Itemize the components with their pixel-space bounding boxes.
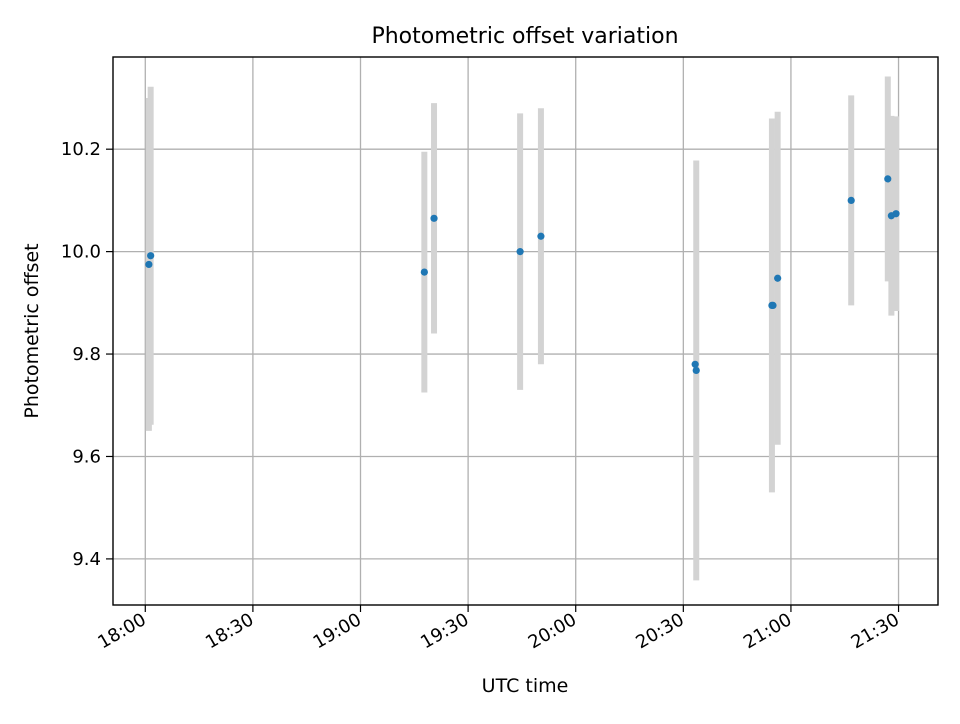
data-point <box>420 268 428 276</box>
data-point <box>847 196 855 205</box>
y-axis-label: Photometric offset <box>21 243 43 418</box>
data-point <box>692 366 700 375</box>
plot-frame <box>112 56 939 606</box>
y-tick-label: 10.2 <box>61 139 101 160</box>
data-point <box>691 360 699 368</box>
data-point <box>774 274 782 282</box>
data-point <box>430 214 438 222</box>
y-tick-label: 9.4 <box>72 549 101 570</box>
x-axis-label: UTC time <box>482 675 569 697</box>
chart-title: Photometric offset variation <box>371 24 678 49</box>
data-point <box>537 232 545 240</box>
data-point <box>516 248 524 256</box>
y-tick-label: 9.6 <box>72 446 101 467</box>
data-point <box>145 260 153 269</box>
data-point <box>769 301 777 309</box>
data-point <box>892 210 900 218</box>
y-tick-label: 9.8 <box>72 344 101 365</box>
y-tick-label: 10.0 <box>61 242 101 263</box>
data-point <box>147 252 155 260</box>
data-point <box>884 175 892 183</box>
